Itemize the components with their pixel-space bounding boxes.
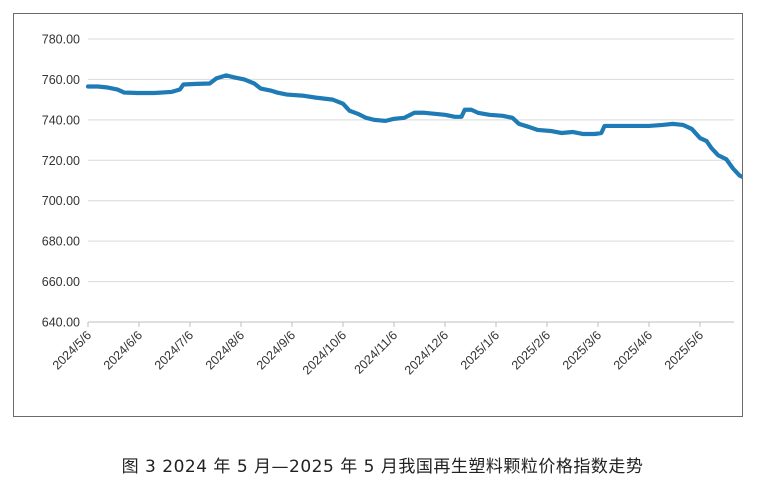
x-tick-label: 2025/2/6 xyxy=(509,328,553,372)
y-tick-label: 740.00 xyxy=(42,113,80,127)
x-tick-label: 2025/3/6 xyxy=(560,328,604,372)
price-index-chart: 640.00 660.00 680.00 700.00 720.00 740.00 760.… xyxy=(42,33,742,377)
y-tick-label: 700.00 xyxy=(42,194,80,208)
x-tick-label: 2024/12/6 xyxy=(402,328,451,377)
x-tick-label: 2024/8/6 xyxy=(203,328,247,372)
x-tick-label: 2024/7/6 xyxy=(152,328,196,372)
y-tick-label: 660.00 xyxy=(42,275,80,289)
x-tick-label: 2024/6/6 xyxy=(101,328,145,372)
series-line xyxy=(85,73,742,180)
y-tick-label: 780.00 xyxy=(42,33,80,47)
y-tick-label: 720.00 xyxy=(42,154,80,168)
gridlines xyxy=(88,38,734,323)
series-layer xyxy=(85,73,742,180)
x-tick-label: 2024/5/6 xyxy=(50,328,94,372)
x-axis-ticks: 2024/5/6 2024/6/6 2024/7/6 2024/8/6 2024/9/6… xyxy=(50,322,706,377)
x-tick-label: 2024/11/6 xyxy=(352,328,401,377)
chart-frame: 640.00 660.00 680.00 700.00 720.00 740.00 760.… xyxy=(13,13,743,417)
x-tick-label: 2025/5/6 xyxy=(662,328,706,372)
x-tick-label: 2024/9/6 xyxy=(254,328,298,372)
x-tick-label: 2024/10/6 xyxy=(300,328,349,377)
y-tick-label: 760.00 xyxy=(42,73,80,87)
x-tick-label: 2025/1/6 xyxy=(458,328,502,372)
y-tick-label: 640.00 xyxy=(42,316,80,330)
y-tick-label: 680.00 xyxy=(42,235,80,249)
figure-caption: 图 3 2024 年 5 月—2025 年 5 月我国再生塑料颗粒价格指数走势 xyxy=(121,457,644,477)
x-tick-label: 2025/4/6 xyxy=(611,328,655,372)
y-axis-ticks: 640.00 660.00 680.00 700.00 720.00 740.00 760.… xyxy=(42,33,80,330)
